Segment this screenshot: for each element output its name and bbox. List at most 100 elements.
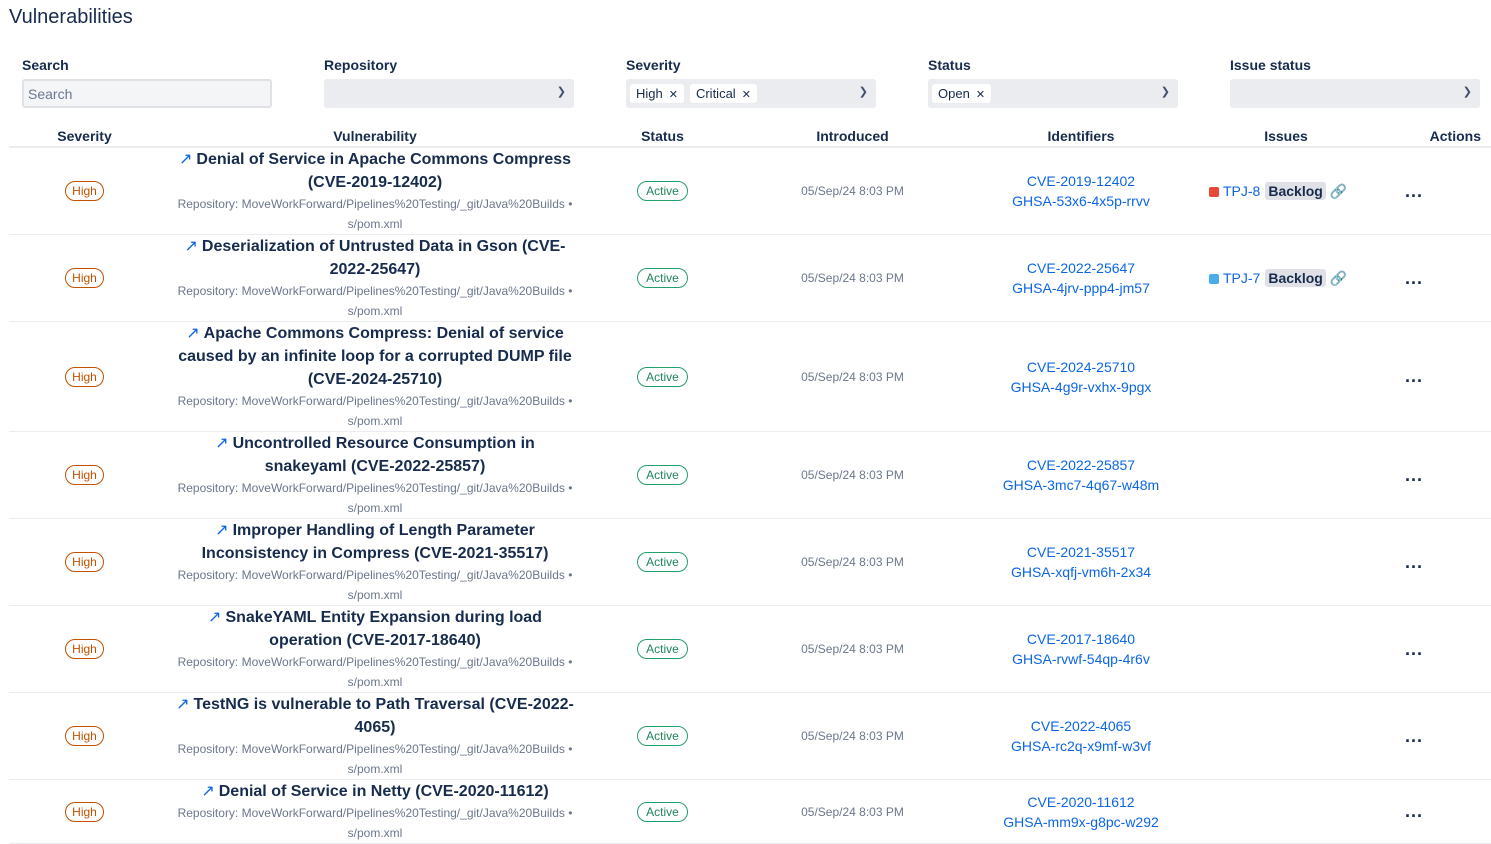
search-input[interactable]: Search	[22, 79, 272, 108]
chevron-down-icon: ❯	[858, 86, 868, 98]
cve-link[interactable]: CVE-2022-25647	[1026, 260, 1136, 276]
introduced-date: 05/Sep/24 8:03 PM	[735, 431, 970, 519]
bug-issue-type-icon	[1209, 186, 1219, 197]
table-row: High ↗ TestNG is vulnerable to Path Trave…	[9, 692, 1491, 780]
more-actions-button[interactable]: ...	[1405, 267, 1424, 288]
table-row: High ↗ Denial of Service in Netty (CVE-20…	[9, 779, 1491, 844]
filter-search: Search Search	[22, 57, 324, 108]
search-label: Search	[22, 57, 69, 73]
severity-tag-high: High ✕	[630, 84, 684, 103]
vulnerability-title-link[interactable]: Deserialization of Untrusted Data in Gso…	[201, 238, 566, 278]
vulnerability-title-link[interactable]: Denial of Service in Netty (CVE-2020-116…	[218, 783, 549, 800]
issues-cell	[1192, 518, 1380, 606]
filter-issue-status: Issue status ❯	[1230, 57, 1491, 108]
introduced-date: 05/Sep/24 8:03 PM	[735, 692, 970, 780]
status-badge: Active	[637, 465, 688, 485]
severity-badge: High	[65, 552, 104, 572]
remove-tag-icon[interactable]: ✕	[741, 89, 751, 101]
ghsa-link[interactable]: GHSA-4g9r-vxhx-9pgx	[1010, 378, 1152, 395]
external-link-icon[interactable]: ↗	[208, 609, 222, 626]
tag-label: Open	[938, 86, 970, 101]
remove-tag-icon[interactable]: ✕	[668, 89, 678, 101]
ghsa-link[interactable]: GHSA-rvwf-54qp-4r6v	[1012, 651, 1150, 667]
col-actions: Actions	[1380, 125, 1491, 148]
filter-status: Status Open ✕ ❯	[928, 57, 1230, 108]
vulnerability-title-link[interactable]: TestNG is vulnerable to Path Traversal (…	[193, 696, 574, 736]
more-actions-button[interactable]: ...	[1405, 551, 1424, 572]
vulnerability-title-link[interactable]: Uncontrolled Resource Consumption in sna…	[232, 435, 535, 475]
ghsa-link[interactable]: GHSA-53x6-4x5p-rrvv	[1012, 193, 1150, 209]
issues-cell	[1192, 692, 1380, 780]
cve-link[interactable]: CVE-2022-25857	[1026, 457, 1136, 473]
col-introduced[interactable]: Introduced	[735, 125, 970, 148]
issues-cell	[1192, 605, 1380, 693]
external-link-icon[interactable]: ↗	[178, 151, 193, 168]
ghsa-link[interactable]: GHSA-mm9x-g8pc-w292	[1003, 813, 1159, 830]
vulnerability-title-link[interactable]: Denial of Service in Apache Commons Comp…	[196, 151, 572, 191]
status-badge: Active	[637, 268, 688, 288]
repository-label: Repository	[324, 57, 398, 73]
external-link-icon[interactable]: ↗	[201, 783, 215, 800]
issue-link[interactable]: TPJ-8	[1223, 182, 1261, 199]
chevron-down-icon: ❯	[1462, 86, 1472, 98]
more-actions-button[interactable]: ...	[1405, 366, 1424, 386]
issues-cell: TPJ-8 Backlog 🔗	[1192, 147, 1380, 235]
introduced-date: 05/Sep/24 8:03 PM	[735, 321, 970, 432]
issues-cell	[1192, 321, 1380, 432]
remove-tag-icon[interactable]: ✕	[975, 89, 986, 101]
introduced-date: 05/Sep/24 8:03 PM	[735, 234, 970, 322]
status-badge: Active	[637, 181, 688, 201]
vulnerability-title-link[interactable]: Improper Handling of Length Parameter In…	[201, 522, 549, 562]
more-actions-button[interactable]: ...	[1405, 464, 1424, 485]
severity-badge: High	[65, 801, 104, 822]
ghsa-link[interactable]: GHSA-3mc7-4q67-w48m	[1002, 477, 1160, 493]
external-link-icon[interactable]: ↗	[176, 696, 190, 713]
introduced-date: 05/Sep/24 8:03 PM	[735, 605, 970, 693]
issue-status-badge: Backlog	[1265, 181, 1326, 200]
col-identifiers[interactable]: Identifiers	[970, 125, 1192, 148]
severity-select[interactable]: High ✕ Critical ✕ ❯	[626, 79, 876, 108]
repository-select[interactable]: ❯	[324, 79, 574, 108]
cve-link[interactable]: CVE-2017-18640	[1026, 631, 1136, 647]
filter-severity: Severity High ✕ Critical ✕ ❯	[626, 57, 928, 108]
severity-badge: High	[65, 639, 104, 659]
cve-link[interactable]: CVE-2022-4065	[1030, 718, 1132, 734]
cve-link[interactable]: CVE-2024-25710	[1026, 358, 1136, 375]
status-tag-open: Open ✕	[932, 84, 992, 103]
cve-link[interactable]: CVE-2019-12402	[1026, 173, 1136, 189]
col-severity[interactable]: Severity	[9, 125, 160, 148]
issues-cell	[1192, 431, 1380, 519]
unlink-icon[interactable]: 🔗	[1329, 182, 1348, 199]
search-placeholder: Search	[28, 85, 73, 102]
more-actions-button[interactable]: ...	[1405, 801, 1424, 821]
col-issues[interactable]: Issues	[1192, 125, 1380, 148]
severity-tag-critical: Critical ✕	[689, 84, 757, 103]
issue-status-label: Issue status	[1230, 57, 1311, 73]
more-actions-button[interactable]: ...	[1405, 180, 1424, 201]
issues-cell: TPJ-7 Backlog 🔗	[1192, 234, 1380, 322]
status-select[interactable]: Open ✕ ❯	[928, 79, 1178, 108]
external-link-icon[interactable]: ↗	[215, 522, 229, 539]
more-actions-button[interactable]: ...	[1405, 725, 1424, 746]
vulnerability-title-link[interactable]: Apache Commons Compress: Denial of servi…	[178, 325, 572, 388]
more-actions-button[interactable]: ...	[1405, 638, 1424, 659]
tag-label: High	[636, 86, 663, 101]
cve-link[interactable]: CVE-2020-11612	[1027, 793, 1135, 810]
external-link-icon[interactable]: ↗	[184, 238, 198, 255]
issue-link[interactable]: TPJ-7	[1223, 269, 1261, 286]
severity-badge: High	[65, 268, 104, 288]
ghsa-link[interactable]: GHSA-4jrv-ppp4-jm57	[1012, 280, 1150, 296]
cve-link[interactable]: CVE-2021-35517	[1026, 544, 1136, 560]
col-status[interactable]: Status	[590, 125, 735, 148]
issue-status-select[interactable]: ❯	[1230, 79, 1480, 108]
ghsa-link[interactable]: GHSA-xqfj-vm6h-2x34	[1010, 564, 1152, 580]
ghsa-link[interactable]: GHSA-rc2q-x9mf-w3vf	[1010, 738, 1152, 754]
vulnerability-title-link[interactable]: SnakeYAML Entity Expansion during load o…	[225, 609, 542, 649]
status-badge: Active	[637, 552, 688, 572]
col-vulnerability[interactable]: Vulnerability	[160, 125, 590, 148]
unlink-icon[interactable]: 🔗	[1329, 269, 1348, 286]
repository-path: Repository: MoveWorkForward/Pipelines%20…	[177, 655, 573, 689]
repository-path: Repository: MoveWorkForward/Pipelines%20…	[177, 481, 573, 515]
external-link-icon[interactable]: ↗	[215, 435, 229, 452]
external-link-icon[interactable]: ↗	[186, 325, 200, 342]
